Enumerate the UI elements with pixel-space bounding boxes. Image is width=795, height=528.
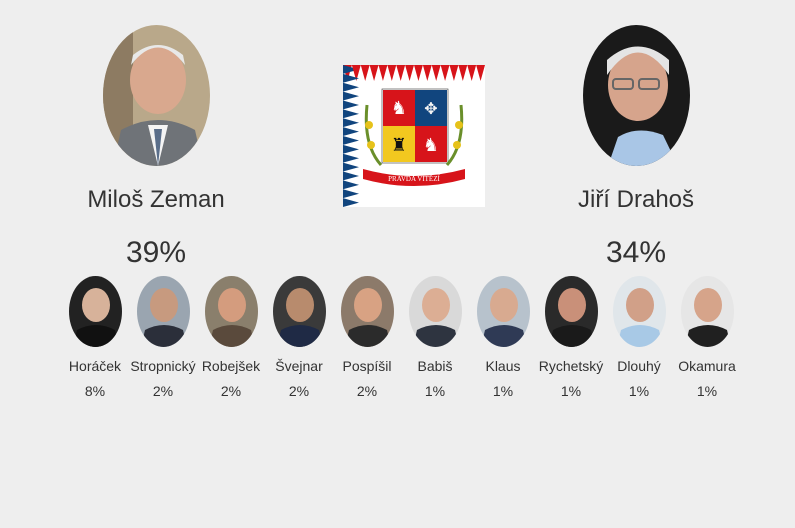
candidate-portrait	[612, 276, 666, 347]
drahos-portrait	[582, 25, 690, 166]
candidate-name: Horáček	[68, 358, 122, 374]
svg-text:♞: ♞	[423, 135, 439, 155]
candidate-portrait	[408, 276, 462, 347]
candidate-portrait	[544, 276, 598, 347]
data-label: 2%	[152, 383, 174, 399]
data-label: 2%	[356, 383, 378, 399]
data-label: 1%	[492, 383, 514, 399]
candidate-portrait	[68, 276, 122, 347]
candidate-drahos: Jiří Drahoš 34%	[536, 25, 736, 270]
data-label: 1%	[628, 383, 650, 399]
data-label: 34%	[605, 236, 667, 269]
candidate-name: Babiš	[417, 358, 453, 374]
candidate-name: Stropnický	[130, 358, 196, 374]
minor-candidate: Klaus 1%	[469, 276, 537, 399]
minor-candidate: Švejnar 2%	[265, 276, 333, 399]
data-label: 1%	[696, 383, 718, 399]
candidate-portrait	[136, 276, 190, 347]
minor-candidate: Horáček 8%	[61, 276, 129, 399]
presidential-standard-icon: ♞ ✥ ♜ ♞ PRAVDA VÍTĚZÍ	[343, 65, 485, 207]
data-label: 2%	[220, 383, 242, 399]
candidate-name: Klaus	[485, 358, 521, 374]
candidate-name: Dlouhý	[617, 358, 661, 374]
svg-text:♞: ♞	[391, 98, 407, 118]
candidate-name: Jiří Drahoš	[577, 186, 695, 213]
candidate-portrait	[476, 276, 530, 347]
motto-text: PRAVDA VÍTĚZÍ	[388, 175, 440, 183]
minor-candidate: Stropnický 2%	[129, 276, 197, 399]
minor-candidate: Pospíšil 2%	[333, 276, 401, 399]
svg-text:♜: ♜	[391, 135, 407, 155]
minor-candidate: Dlouhý 1%	[605, 276, 673, 399]
candidate-name: Švejnar	[275, 358, 323, 374]
data-label: 1%	[560, 383, 582, 399]
candidate-name: Pospíšil	[342, 358, 392, 374]
candidate-name: Rychetský	[538, 358, 604, 374]
svg-text:✥: ✥	[424, 101, 437, 118]
candidate-portrait	[680, 276, 734, 347]
data-label: 2%	[288, 383, 310, 399]
data-label: 39%	[125, 236, 187, 269]
candidate-name: Okamura	[678, 358, 736, 374]
minor-candidate: Rychetský 1%	[537, 276, 605, 399]
candidate-zeman: Miloš Zeman 39%	[56, 25, 256, 270]
candidate-name: Miloš Zeman	[87, 186, 225, 213]
minor-candidate: Robejšek 2%	[197, 276, 265, 399]
candidate-portrait	[204, 276, 258, 347]
data-label: 8%	[84, 383, 106, 399]
minor-candidate: Okamura 1%	[673, 276, 741, 399]
candidate-name: Robejšek	[201, 358, 261, 374]
data-label: 1%	[424, 383, 446, 399]
candidate-portrait	[340, 276, 394, 347]
minor-candidate: Babiš 1%	[401, 276, 469, 399]
candidate-portrait	[272, 276, 326, 347]
zeman-portrait	[102, 25, 210, 166]
